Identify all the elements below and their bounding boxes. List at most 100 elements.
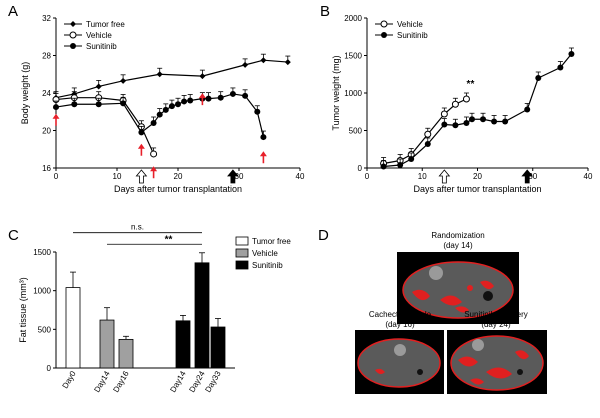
legend-vehicle-marker (380, 20, 388, 28)
data-point-vehicle (462, 95, 470, 103)
data-point-sunitinib (468, 116, 475, 123)
series-line-sunitinib (383, 53, 572, 168)
caption-cachectic-vehicle: Cachectic vehicle (369, 310, 432, 319)
y-tick-label: 32 (42, 14, 51, 23)
caption-randomization-day: (day 14) (443, 241, 473, 250)
significance-marker: ** (467, 79, 475, 90)
legend-sunitinib-label: Sunitinib (86, 42, 117, 51)
data-point-sunitinib (380, 163, 387, 170)
legend-sunitinib-marker (381, 32, 387, 38)
y-tick-label: 2000 (344, 14, 362, 23)
caption-randomization: Randomization (431, 231, 484, 240)
x-tick-label: 10 (418, 172, 427, 181)
x-category-label: Day0 (61, 369, 78, 390)
red-arrow-ct-scan (150, 166, 158, 179)
caption-sunitinib-recovery: Sunitinib recovery (464, 310, 528, 319)
data-point-sunitinib (491, 118, 498, 125)
chart-b-tumor-weight: 0 10 20 30 40 0 500 1000 1500 2000 Days after tumo… (331, 14, 593, 194)
data-point-sunitinib (424, 141, 431, 147)
chart-a-body-weight: 0 10 20 30 40 16 20 24 28 32 Days after tumor tran… (20, 14, 305, 194)
red-arrow-ct-scan (259, 151, 267, 164)
sig-label: ** (165, 234, 173, 245)
x-category-label: Day14 (92, 369, 112, 394)
open-arrow-randomization-shape (438, 169, 451, 184)
y-tick-label: 500 (38, 325, 52, 334)
panel-d-ct-scans: Randomization (day 14) Cachectic vehicle… (355, 231, 547, 394)
data-point-tumor-free (120, 77, 127, 84)
data-point-sunitinib (175, 101, 181, 108)
red-arrow-ct-scan-head (198, 93, 206, 99)
filled-arrow-treatment-switch (227, 169, 239, 184)
data-point-vehicle (424, 130, 432, 138)
data-point-sunitinib (156, 111, 163, 118)
legend-swatch-sunitinib (235, 260, 249, 270)
open-arrow-randomization-shape (135, 169, 148, 184)
y-axis-label: Tumor weight (mg) (331, 55, 341, 130)
red-arrow-ct-scan-head (137, 143, 145, 149)
ct-body-sunitinib-recovery (450, 335, 544, 391)
y-axis-label: Fat tissue (mm³) (18, 277, 28, 343)
y-tick-label: 28 (42, 52, 51, 61)
x-category-label: Day14 (168, 369, 188, 394)
red-arrow-ct-scan-head (150, 166, 158, 172)
data-point-sunitinib (452, 122, 459, 129)
data-point-sunitinib (229, 90, 236, 97)
data-point-sunitinib (168, 103, 175, 110)
bar-day16 (118, 338, 134, 369)
open-arrow-randomization (135, 169, 148, 184)
red-arrow-ct-scan-head (259, 151, 267, 157)
y-tick-label: 20 (42, 127, 51, 136)
series-line-tumor-free (55, 59, 288, 99)
x-tick-label: 30 (235, 172, 244, 181)
legend-vehicle-label: Vehicle (86, 31, 112, 40)
x-category-label: Day16 (111, 369, 131, 394)
data-point-sunitinib (254, 108, 261, 115)
data-point-sunitinib (217, 94, 224, 101)
data-point-sunitinib (260, 134, 267, 141)
ct-body-randomization (402, 261, 514, 319)
y-axis-label: Body weight (g) (20, 62, 30, 125)
legend-swatch-vehicle (235, 248, 249, 258)
series-line-vehicle (383, 98, 467, 165)
filled-arrow-treatment-switch-shape (521, 169, 534, 184)
x-axis-label: Days after tumor transplantation (413, 184, 541, 194)
x-category-label: Day33 (203, 369, 223, 394)
data-point-sunitinib (53, 104, 59, 111)
legend-vehicle-marker (69, 31, 77, 39)
data-point-sunitinib (480, 116, 487, 123)
legend-tumor-free-label: Tumor free (86, 20, 125, 29)
bar-day0 (65, 287, 81, 369)
data-point-tumor-free (284, 59, 291, 66)
data-point-sunitinib (71, 101, 78, 108)
bar-day14 (99, 319, 115, 369)
data-point-sunitinib (187, 97, 194, 104)
x-axis-label: Days after tumor transplantation (114, 184, 242, 194)
data-point-tumor-free (260, 57, 267, 64)
bar-day14 (175, 320, 191, 369)
ct-body-cachectic-vehicle (357, 338, 441, 388)
caption-sunitinib-recovery-day: (day 24) (481, 320, 511, 329)
red-arrow-ct-scan (52, 113, 60, 126)
y-tick-label: 16 (42, 164, 51, 173)
panel-letter-c: C (8, 227, 19, 244)
legend-sunitinib-marker (70, 43, 76, 49)
y-tick-label: 0 (358, 164, 363, 173)
filled-arrow-treatment-switch-shape (227, 169, 239, 184)
data-point-tumor-free (242, 61, 249, 68)
data-point-sunitinib (242, 92, 249, 99)
x-tick-label: 20 (473, 172, 482, 181)
data-point-sunitinib (95, 101, 102, 108)
data-point-sunitinib (205, 95, 212, 102)
panel-letter-a: A (8, 3, 18, 20)
legend-label-vehicle: Vehicle (252, 249, 278, 258)
panel-letter-b: B (320, 3, 330, 20)
legend-label-tumor-free: Tumor free (252, 237, 291, 246)
red-arrow-ct-scan-head (52, 113, 60, 119)
filled-arrow-treatment-switch (521, 169, 534, 184)
data-point-sunitinib (150, 120, 157, 126)
y-tick-label: 500 (349, 127, 363, 136)
legend-swatch-tumor-free (235, 236, 249, 246)
data-point-sunitinib (557, 64, 564, 71)
data-point-sunitinib (502, 118, 509, 125)
